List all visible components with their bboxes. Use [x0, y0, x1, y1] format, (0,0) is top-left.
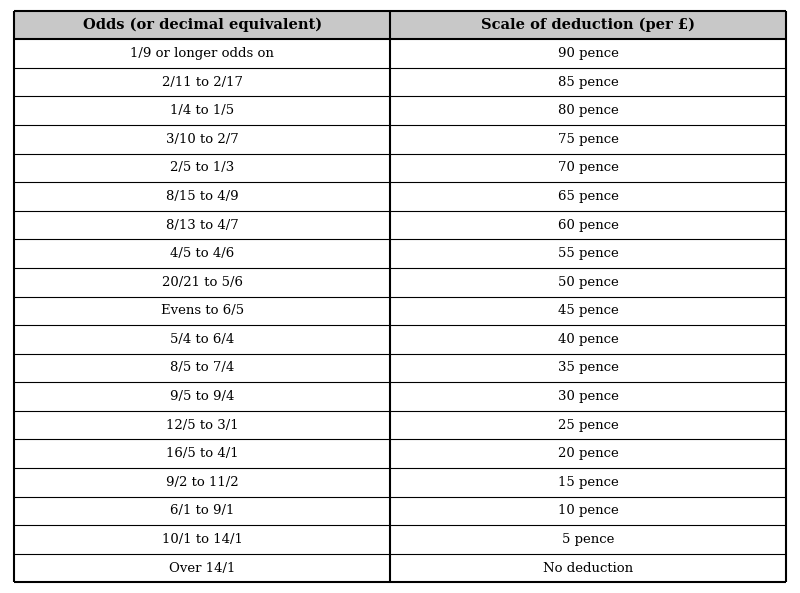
Bar	[14, 68, 786, 97]
Text: 50 pence: 50 pence	[558, 276, 618, 289]
Text: 40 pence: 40 pence	[558, 333, 618, 346]
Text: 55 pence: 55 pence	[558, 247, 618, 260]
Bar	[14, 353, 786, 382]
Text: 25 pence: 25 pence	[558, 419, 618, 432]
Text: 15 pence: 15 pence	[558, 476, 618, 489]
Bar	[14, 296, 786, 325]
Bar	[14, 211, 786, 240]
Text: 45 pence: 45 pence	[558, 304, 618, 317]
Text: 1/4 to 1/5: 1/4 to 1/5	[170, 104, 234, 117]
Text: 16/5 to 4/1: 16/5 to 4/1	[166, 447, 238, 460]
Text: 20 pence: 20 pence	[558, 447, 618, 460]
Text: 12/5 to 3/1: 12/5 to 3/1	[166, 419, 238, 432]
Bar	[14, 382, 786, 411]
Bar	[14, 240, 786, 268]
Text: 90 pence: 90 pence	[558, 47, 618, 60]
Text: 6/1 to 9/1: 6/1 to 9/1	[170, 505, 234, 517]
Text: 65 pence: 65 pence	[558, 190, 618, 203]
Text: 2/11 to 2/17: 2/11 to 2/17	[162, 76, 243, 88]
Bar	[14, 554, 786, 582]
Bar	[14, 439, 786, 468]
Text: 2/5 to 1/3: 2/5 to 1/3	[170, 161, 234, 174]
Bar	[14, 468, 786, 496]
Text: 5 pence: 5 pence	[562, 533, 614, 546]
Text: 1/9 or longer odds on: 1/9 or longer odds on	[130, 47, 274, 60]
Text: 8/5 to 7/4: 8/5 to 7/4	[170, 362, 234, 374]
Text: 10 pence: 10 pence	[558, 505, 618, 517]
Text: 80 pence: 80 pence	[558, 104, 618, 117]
Text: 8/13 to 4/7: 8/13 to 4/7	[166, 219, 238, 231]
Bar	[14, 268, 786, 296]
Bar	[14, 97, 786, 125]
Text: 8/15 to 4/9: 8/15 to 4/9	[166, 190, 238, 203]
Bar	[14, 182, 786, 211]
Text: 3/10 to 2/7: 3/10 to 2/7	[166, 133, 238, 146]
Text: 9/2 to 11/2: 9/2 to 11/2	[166, 476, 238, 489]
Text: 10/1 to 14/1: 10/1 to 14/1	[162, 533, 243, 546]
Bar	[14, 39, 786, 68]
Bar	[14, 11, 786, 39]
Text: 4/5 to 4/6: 4/5 to 4/6	[170, 247, 234, 260]
Text: 9/5 to 9/4: 9/5 to 9/4	[170, 390, 234, 403]
Bar	[14, 496, 786, 525]
Text: Odds (or decimal equivalent): Odds (or decimal equivalent)	[83, 18, 322, 32]
Text: Evens to 6/5: Evens to 6/5	[161, 304, 244, 317]
Bar	[14, 125, 786, 154]
Text: 30 pence: 30 pence	[558, 390, 618, 403]
Text: 70 pence: 70 pence	[558, 161, 618, 174]
Text: Over 14/1: Over 14/1	[169, 562, 235, 575]
Text: 35 pence: 35 pence	[558, 362, 618, 374]
Text: No deduction: No deduction	[543, 562, 633, 575]
Text: 85 pence: 85 pence	[558, 76, 618, 88]
Text: 75 pence: 75 pence	[558, 133, 618, 146]
Text: 20/21 to 5/6: 20/21 to 5/6	[162, 276, 243, 289]
Bar	[14, 325, 786, 353]
Text: 60 pence: 60 pence	[558, 219, 618, 231]
Text: 5/4 to 6/4: 5/4 to 6/4	[170, 333, 234, 346]
Bar	[14, 525, 786, 554]
Bar	[14, 154, 786, 182]
Bar	[14, 411, 786, 439]
Text: Scale of deduction (per £): Scale of deduction (per £)	[481, 18, 695, 32]
